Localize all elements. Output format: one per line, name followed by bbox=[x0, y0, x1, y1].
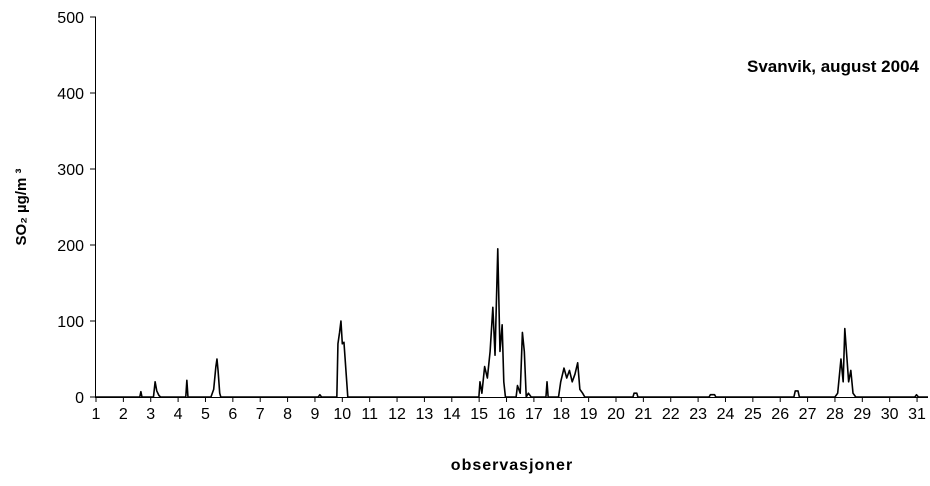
x-tick-label: 21 bbox=[634, 406, 652, 423]
y-tick-label: 200 bbox=[57, 238, 84, 255]
x-tick-label: 6 bbox=[228, 406, 237, 423]
x-tick-label: 7 bbox=[256, 406, 265, 423]
x-tick-label: 13 bbox=[416, 406, 434, 423]
x-tick-label: 16 bbox=[498, 406, 516, 423]
y-tick-label: 0 bbox=[75, 390, 84, 407]
x-tick-label: 11 bbox=[361, 406, 378, 423]
x-tick-label: 15 bbox=[470, 406, 488, 423]
x-tick-label: 4 bbox=[174, 406, 183, 423]
x-tick-label: 23 bbox=[689, 406, 707, 423]
x-tick-label: 22 bbox=[662, 406, 680, 423]
x-tick-label: 5 bbox=[201, 406, 210, 423]
x-tick-label: 17 bbox=[525, 406, 543, 423]
x-tick-label: 19 bbox=[580, 406, 598, 423]
x-axis-label: observasjoner bbox=[451, 457, 573, 474]
x-tick-label: 31 bbox=[908, 406, 926, 423]
x-tick-label: 28 bbox=[826, 406, 844, 423]
x-tick-label: 20 bbox=[607, 406, 625, 423]
x-tick-label: 25 bbox=[744, 406, 762, 423]
x-tick-label: 26 bbox=[771, 406, 789, 423]
chart-title: Svanvik, august 2004 bbox=[747, 57, 920, 76]
y-axis-label: SO₂ µg/m ³ bbox=[13, 169, 30, 246]
y-tick-label: 500 bbox=[57, 10, 84, 27]
y-tick-label: 400 bbox=[57, 86, 84, 103]
y-tick-label: 100 bbox=[57, 314, 84, 331]
x-tick-label: 27 bbox=[799, 406, 817, 423]
y-tick-label: 300 bbox=[57, 162, 84, 179]
x-tick-label: 18 bbox=[552, 406, 570, 423]
x-tick-label: 8 bbox=[283, 406, 292, 423]
x-tick-label: 29 bbox=[853, 406, 871, 423]
data-line bbox=[96, 248, 928, 398]
x-tick-label: 9 bbox=[310, 406, 319, 423]
x-tick-label: 14 bbox=[443, 406, 461, 423]
x-tick-label: 12 bbox=[388, 406, 406, 423]
x-tick-label: 30 bbox=[881, 406, 899, 423]
x-tick-label: 10 bbox=[333, 406, 351, 423]
x-tick-label: 2 bbox=[119, 406, 128, 423]
x-tick-label: 3 bbox=[146, 406, 155, 423]
x-tick-label: 24 bbox=[717, 406, 735, 423]
x-tick-label: 1 bbox=[92, 406, 101, 423]
